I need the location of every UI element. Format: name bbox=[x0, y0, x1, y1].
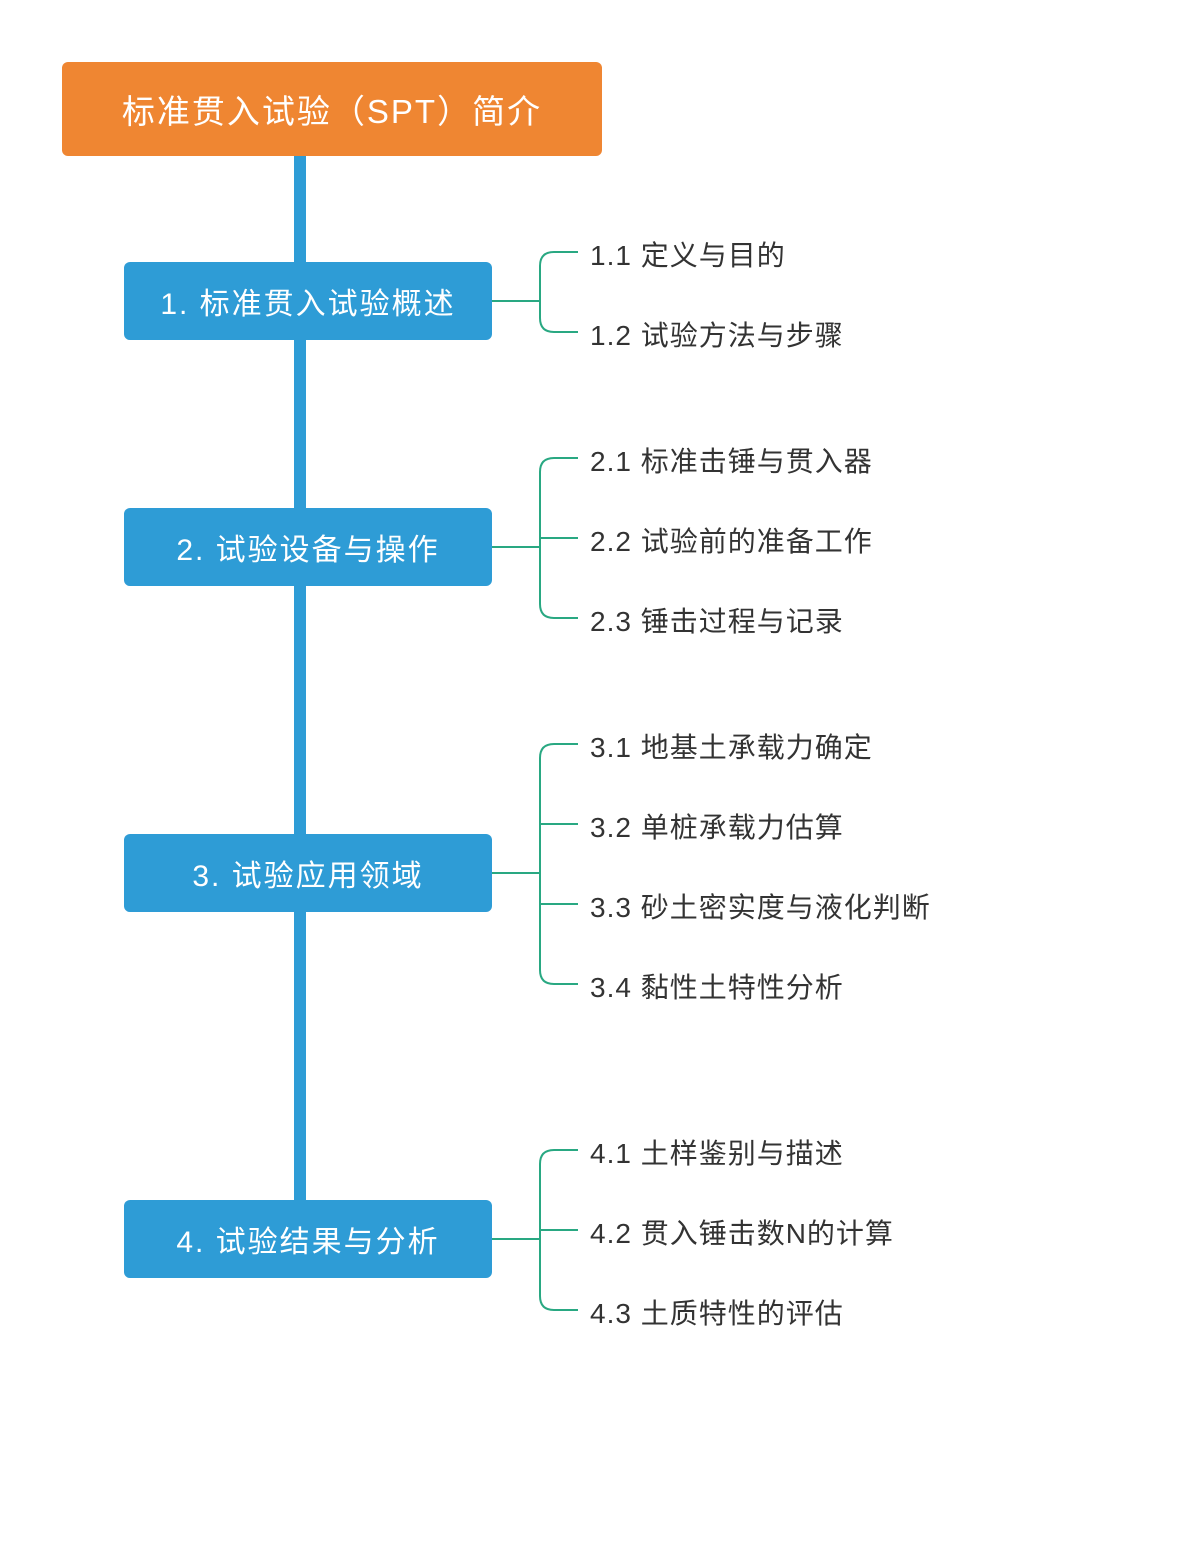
section-label: 3. 试验应用领域 bbox=[192, 851, 423, 895]
leaf-label: 3.3 砂土密实度与液化判断 bbox=[590, 886, 931, 926]
section-label: 1. 标准贯入试验概述 bbox=[160, 279, 455, 323]
leaf-label: 4.3 土质特性的评估 bbox=[590, 1292, 844, 1332]
leaf-label: 4.1 土样鉴别与描述 bbox=[590, 1132, 844, 1172]
leaf-label: 1.1 定义与目的 bbox=[590, 234, 786, 274]
section-label: 4. 试验结果与分析 bbox=[176, 1217, 439, 1261]
leaf-label: 3.1 地基土承载力确定 bbox=[590, 726, 873, 766]
section-box: 3. 试验应用领域 bbox=[124, 834, 492, 912]
root-title-box: 标准贯入试验（SPT）简介 bbox=[62, 62, 602, 156]
section-box: 4. 试验结果与分析 bbox=[124, 1200, 492, 1278]
leaf-label: 3.2 单桩承载力估算 bbox=[590, 806, 844, 846]
section-label: 2. 试验设备与操作 bbox=[176, 525, 439, 569]
section-box: 1. 标准贯入试验概述 bbox=[124, 262, 492, 340]
leaf-label: 2.1 标准击锤与贯入器 bbox=[590, 440, 873, 480]
leaf-label: 4.2 贯入锤击数N的计算 bbox=[590, 1212, 894, 1252]
section-box: 2. 试验设备与操作 bbox=[124, 508, 492, 586]
leaf-label: 2.2 试验前的准备工作 bbox=[590, 520, 873, 560]
leaf-label: 1.2 试验方法与步骤 bbox=[590, 314, 844, 354]
root-title-label: 标准贯入试验（SPT）简介 bbox=[122, 85, 542, 133]
leaf-label: 2.3 锤击过程与记录 bbox=[590, 600, 844, 640]
leaf-label: 3.4 黏性土特性分析 bbox=[590, 966, 844, 1006]
